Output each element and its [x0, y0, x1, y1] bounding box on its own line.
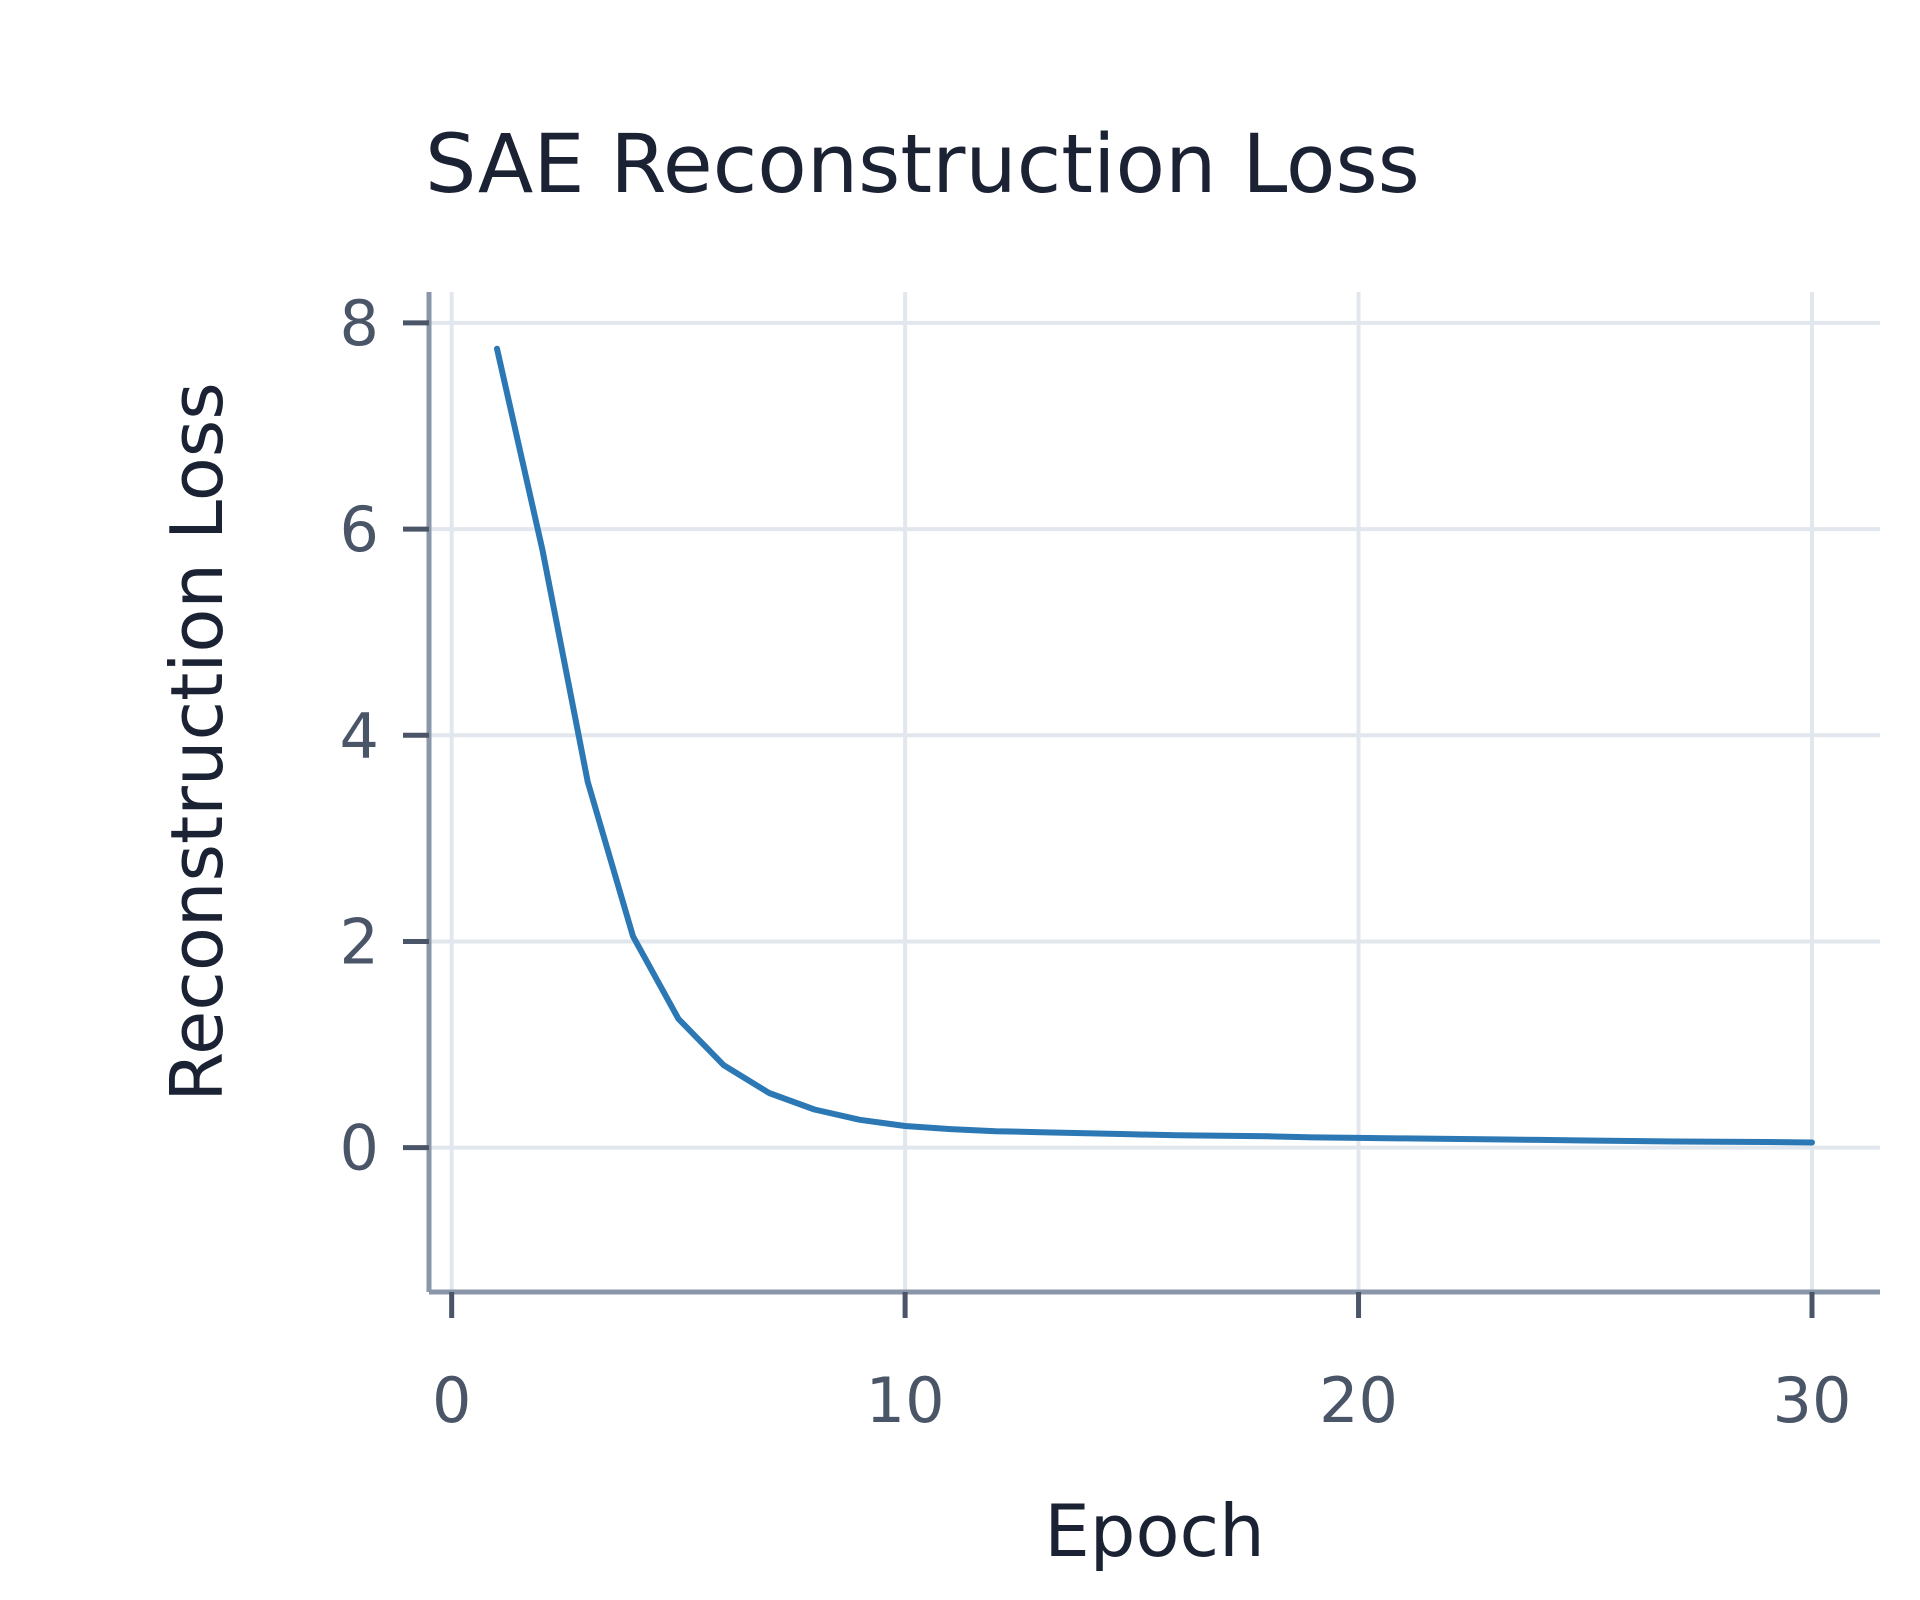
y-tick-label: 4: [340, 699, 379, 772]
chart-title: SAE Reconstruction Loss: [425, 118, 1420, 212]
y-tick-label: 2: [340, 905, 379, 978]
y-tick-label: 6: [340, 493, 379, 566]
y-tick-label: 8: [340, 287, 379, 360]
x-tick-label: 10: [866, 1364, 945, 1437]
x-tick-label: 20: [1319, 1364, 1398, 1437]
series: [494, 345, 1815, 1146]
axes: [426, 292, 1880, 1295]
y-axis-title: Reconstruction Loss: [155, 382, 239, 1102]
x-tick-label: 0: [432, 1364, 471, 1437]
x-tick-label: 30: [1773, 1364, 1852, 1437]
x-axis-title: Epoch: [1044, 1489, 1264, 1573]
grid: [429, 292, 1880, 1292]
y-tick-label: 0: [340, 1112, 379, 1185]
ticks: 0 2 4 6 8 0 10 20 30: [340, 287, 1852, 1437]
series-line: [494, 345, 1815, 1146]
